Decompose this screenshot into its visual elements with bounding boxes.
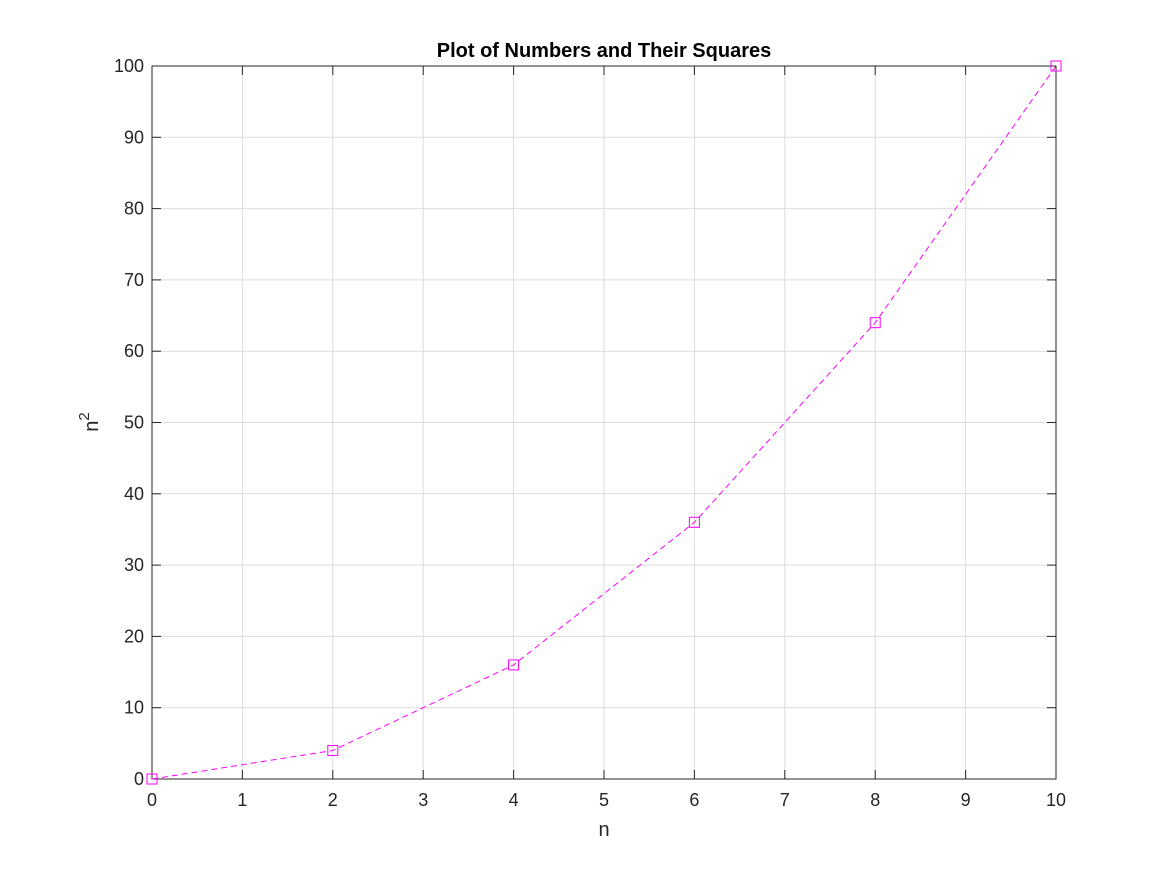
- y-tick-label-30: 30: [124, 555, 144, 575]
- data-point-8: [869, 317, 881, 329]
- series: [146, 60, 1062, 785]
- chart-title: Plot of Numbers and Their Squares: [437, 40, 772, 62]
- x-tick-label-0: 0: [147, 790, 157, 810]
- x-tick-label-4: 4: [509, 790, 519, 810]
- y-tick-label-70: 70: [124, 270, 144, 290]
- y-axis-label-base: n: [81, 421, 103, 432]
- y-axis-label: n2: [76, 412, 103, 431]
- data-point-2: [327, 744, 339, 756]
- x-tick-label-3: 3: [418, 790, 428, 810]
- x-axis-label: n: [598, 819, 609, 841]
- x-tick-label-6: 6: [689, 790, 699, 810]
- x-tick-label-2: 2: [328, 790, 338, 810]
- series-line-0: [151, 65, 1057, 780]
- y-tick-label-80: 80: [124, 199, 144, 219]
- y-tick-label-90: 90: [124, 127, 144, 147]
- y-tick-label-10: 10: [124, 698, 144, 718]
- x-tick-label-1: 1: [237, 790, 247, 810]
- data-point-6: [688, 516, 700, 528]
- x-tick-label-5: 5: [599, 790, 609, 810]
- data-point-10: [1050, 60, 1062, 72]
- x-tick-label-8: 8: [870, 790, 880, 810]
- data-point-4: [508, 659, 520, 671]
- y-tick-label-40: 40: [124, 484, 144, 504]
- y-tick-label-0: 0: [134, 769, 144, 789]
- data-point-0: [146, 773, 158, 785]
- x-tick-label-7: 7: [780, 790, 790, 810]
- y-tick-label-60: 60: [124, 341, 144, 361]
- y-tick-label-100: 100: [114, 56, 144, 76]
- y-axis-label-superscript: 2: [76, 412, 93, 420]
- y-tick-label-50: 50: [124, 413, 144, 433]
- x-tick-label-9: 9: [961, 790, 971, 810]
- y-tick-label-20: 20: [124, 626, 144, 646]
- x-tick-label-10: 10: [1046, 790, 1066, 810]
